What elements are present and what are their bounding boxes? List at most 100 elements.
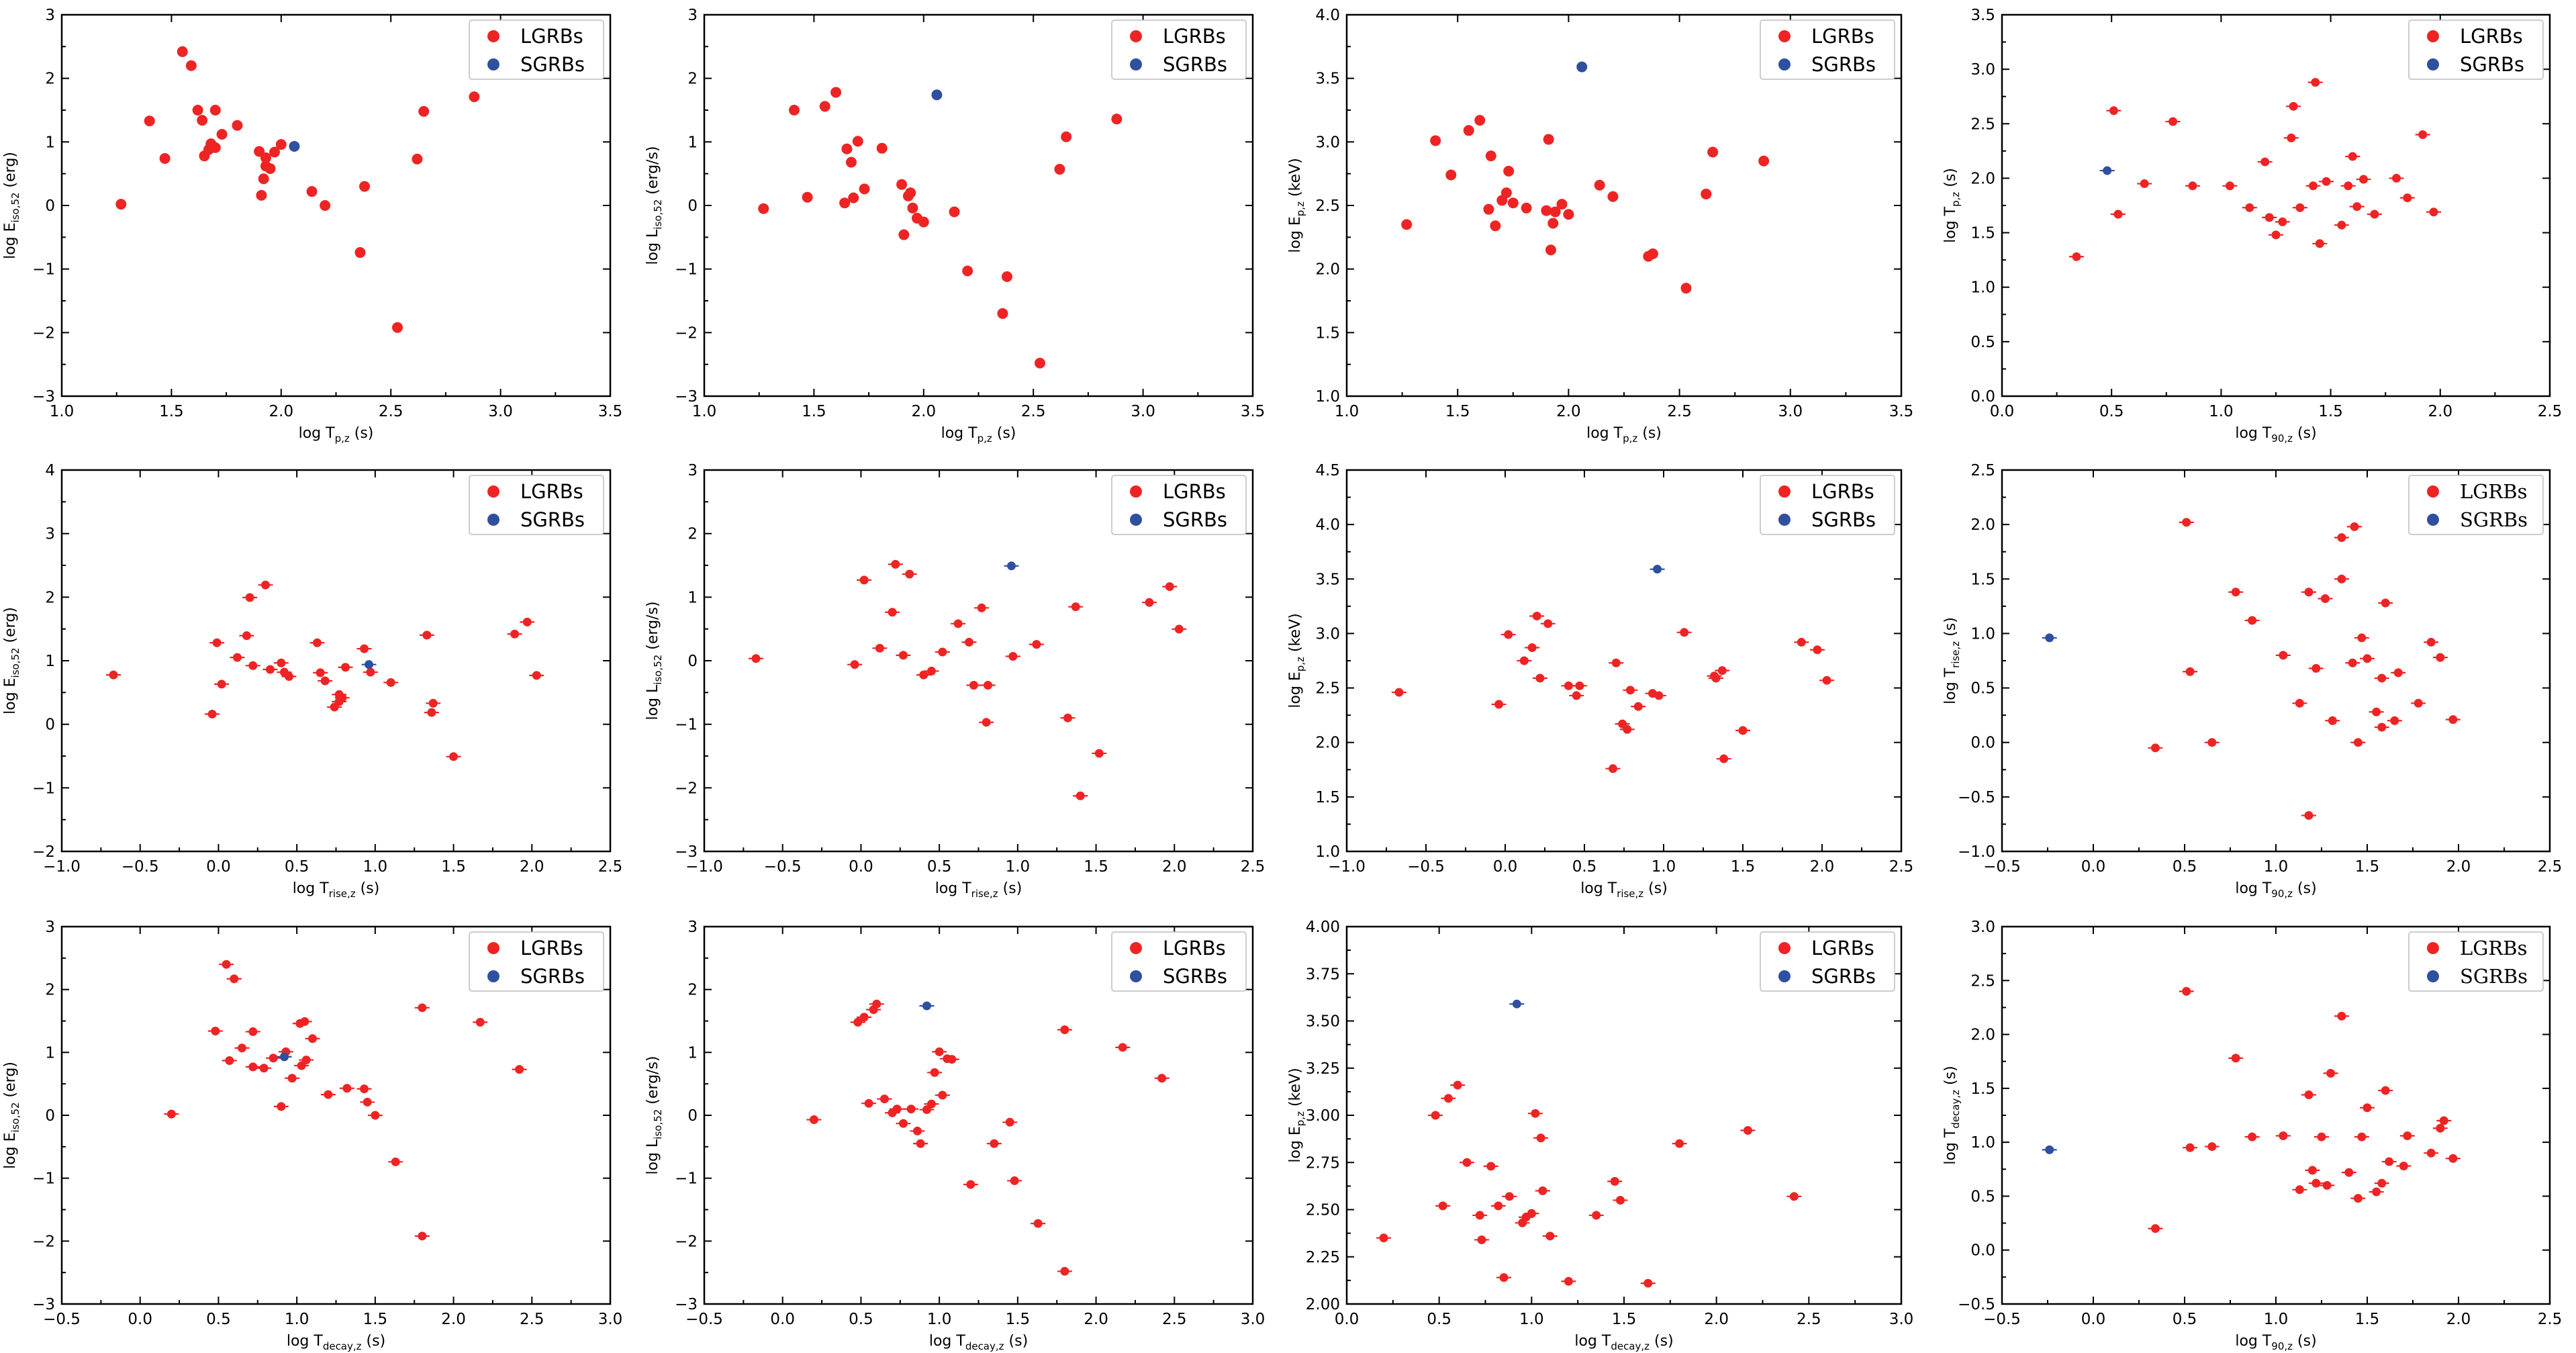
x-axis-label: log Trise,z (s): [935, 880, 1022, 900]
data-point-lgrbs: [316, 668, 325, 678]
x-tick-label: 2.5: [520, 1311, 544, 1328]
y-tick-label: 0.0: [1970, 735, 1995, 752]
data-point-lgrbs: [839, 197, 851, 209]
data-point-lgrbs: [1536, 1133, 1545, 1143]
data-point-lgrbs: [1549, 206, 1561, 218]
data-point-lgrbs: [1118, 1043, 1127, 1052]
data-point-lgrbs: [916, 1139, 925, 1148]
data-point-lgrbs: [2352, 202, 2362, 212]
data-point-lgrbs: [265, 665, 275, 674]
legend-marker-sgrbs: [1778, 514, 1791, 526]
data-point-lgrbs: [1610, 1176, 1619, 1186]
data-point-lgrbs: [2245, 203, 2254, 212]
data-point-lgrbs: [2337, 220, 2346, 230]
series-sgrbs: [361, 660, 377, 669]
data-point-lgrbs: [1463, 125, 1474, 136]
data-point-lgrbs: [2328, 716, 2337, 725]
legend-marker-sgrbs: [1130, 58, 1142, 71]
series-sgrbs: [289, 140, 300, 152]
data-point-lgrbs: [144, 115, 155, 127]
data-point-lgrbs: [2188, 181, 2197, 191]
x-axis-label: log T90,z (s): [2235, 1333, 2316, 1352]
data-point-lgrbs: [449, 752, 459, 761]
data-point-lgrbs: [892, 1105, 902, 1114]
data-point-lgrbs: [2113, 209, 2123, 219]
data-point-lgrbs: [211, 1026, 220, 1035]
legend-marker-lgrbs: [2427, 485, 2439, 498]
y-tick-label: 2.5: [1315, 680, 1340, 698]
legend-box: [469, 475, 604, 535]
data-point-lgrbs: [1379, 1233, 1388, 1243]
series-lgrbs: [1391, 611, 1835, 774]
x-tick-label: 1.5: [441, 858, 466, 876]
y-tick-label: 0.0: [1970, 1242, 1995, 1260]
series-lgrbs: [106, 580, 544, 761]
data-point-lgrbs: [1680, 628, 1689, 637]
x-tick-label: 2.5: [1021, 403, 1046, 420]
y-tick-label: 1: [687, 134, 698, 151]
data-point-sgrbs: [2045, 1145, 2054, 1154]
y-tick-label: −1: [32, 261, 55, 279]
data-point-lgrbs: [1475, 1211, 1484, 1220]
data-point-lgrbs: [1486, 1162, 1496, 1171]
data-point-lgrbs: [788, 105, 800, 115]
data-point-lgrbs: [2359, 175, 2369, 184]
series-lgrbs: [115, 46, 480, 333]
y-tick-label: 3.0: [1315, 134, 1340, 151]
data-point-lgrbs: [1008, 652, 1018, 661]
data-point-sgrbs: [289, 140, 300, 152]
data-point-lgrbs: [1607, 191, 1619, 202]
y-tick-label: 0: [45, 716, 55, 734]
x-tick-label: 1.0: [2209, 403, 2234, 420]
data-point-lgrbs: [1701, 188, 1712, 199]
data-point-lgrbs: [391, 1157, 400, 1166]
data-point-lgrbs: [1564, 1276, 1573, 1286]
data-point-lgrbs: [532, 671, 541, 680]
x-tick-label: 1.5: [1731, 858, 1756, 876]
series-lgrbs: [1376, 1080, 1802, 1288]
data-point-lgrbs: [2295, 203, 2305, 212]
y-tick-label: 2.00: [1306, 1296, 1340, 1313]
data-point-lgrbs: [366, 667, 375, 677]
data-point-lgrbs: [1719, 754, 1729, 763]
data-point-lgrbs: [1563, 209, 1574, 220]
y-tick-label: 2.50: [1306, 1202, 1340, 1219]
y-tick-label: 0: [45, 197, 55, 215]
chart-panel-10: −0.5 0.0 0.5 1.0 1.5 2.0 2.5 3.0 −3 −2 −1 0 1 2 3 log T…: [645, 919, 1265, 1352]
data-point-lgrbs: [256, 189, 267, 201]
chart-panel-9: −0.5 0.0 0.5 1.0 1.5 2.0 2.5 3.0 −3 −2 −1 0 1 2 3 log T…: [2, 919, 622, 1352]
data-point-lgrbs: [475, 1017, 485, 1027]
data-point-lgrbs: [2393, 668, 2403, 678]
x-tick-label: 2.0: [441, 1311, 466, 1328]
data-point-lgrbs: [1675, 1139, 1684, 1148]
data-point-lgrbs: [850, 660, 859, 669]
x-tick-label: 2.5: [1797, 1311, 1821, 1328]
data-point-lgrbs: [2150, 743, 2160, 753]
y-tick-label: −3: [675, 388, 698, 406]
series-sgrbs: [919, 1001, 935, 1011]
y-tick-label: 2.5: [1970, 115, 1995, 133]
legend-label-sgrbs: SGRBs: [520, 53, 585, 76]
data-point-lgrbs: [2448, 1154, 2458, 1163]
x-tick-label: −0.5: [1407, 858, 1445, 876]
data-point-lgrbs: [192, 105, 203, 115]
y-tick-label: 0: [45, 1107, 55, 1125]
data-point-lgrbs: [2304, 588, 2313, 597]
x-tick-label: 2.0: [1704, 1311, 1729, 1328]
data-point-lgrbs: [2150, 1224, 2160, 1233]
data-point-lgrbs: [1611, 658, 1621, 667]
x-tick-label: −0.5: [1983, 858, 2021, 876]
x-tick-label: 0.5: [927, 858, 952, 876]
legend-marker-lgrbs: [487, 30, 499, 42]
legend-marker-sgrbs: [1778, 58, 1791, 71]
y-tick-label: 0.5: [1970, 334, 1995, 351]
legend-box: [2408, 931, 2544, 992]
data-point-lgrbs: [197, 115, 208, 126]
data-point-lgrbs: [1531, 1109, 1540, 1118]
data-point-lgrbs: [2399, 1161, 2408, 1170]
legend-marker-sgrbs: [487, 58, 499, 71]
y-tick-label: −1.0: [1958, 843, 1995, 861]
legend-box: [1760, 475, 1895, 535]
data-point-lgrbs: [2109, 106, 2118, 115]
legend-label-sgrbs: SGRBs: [2460, 508, 2528, 531]
